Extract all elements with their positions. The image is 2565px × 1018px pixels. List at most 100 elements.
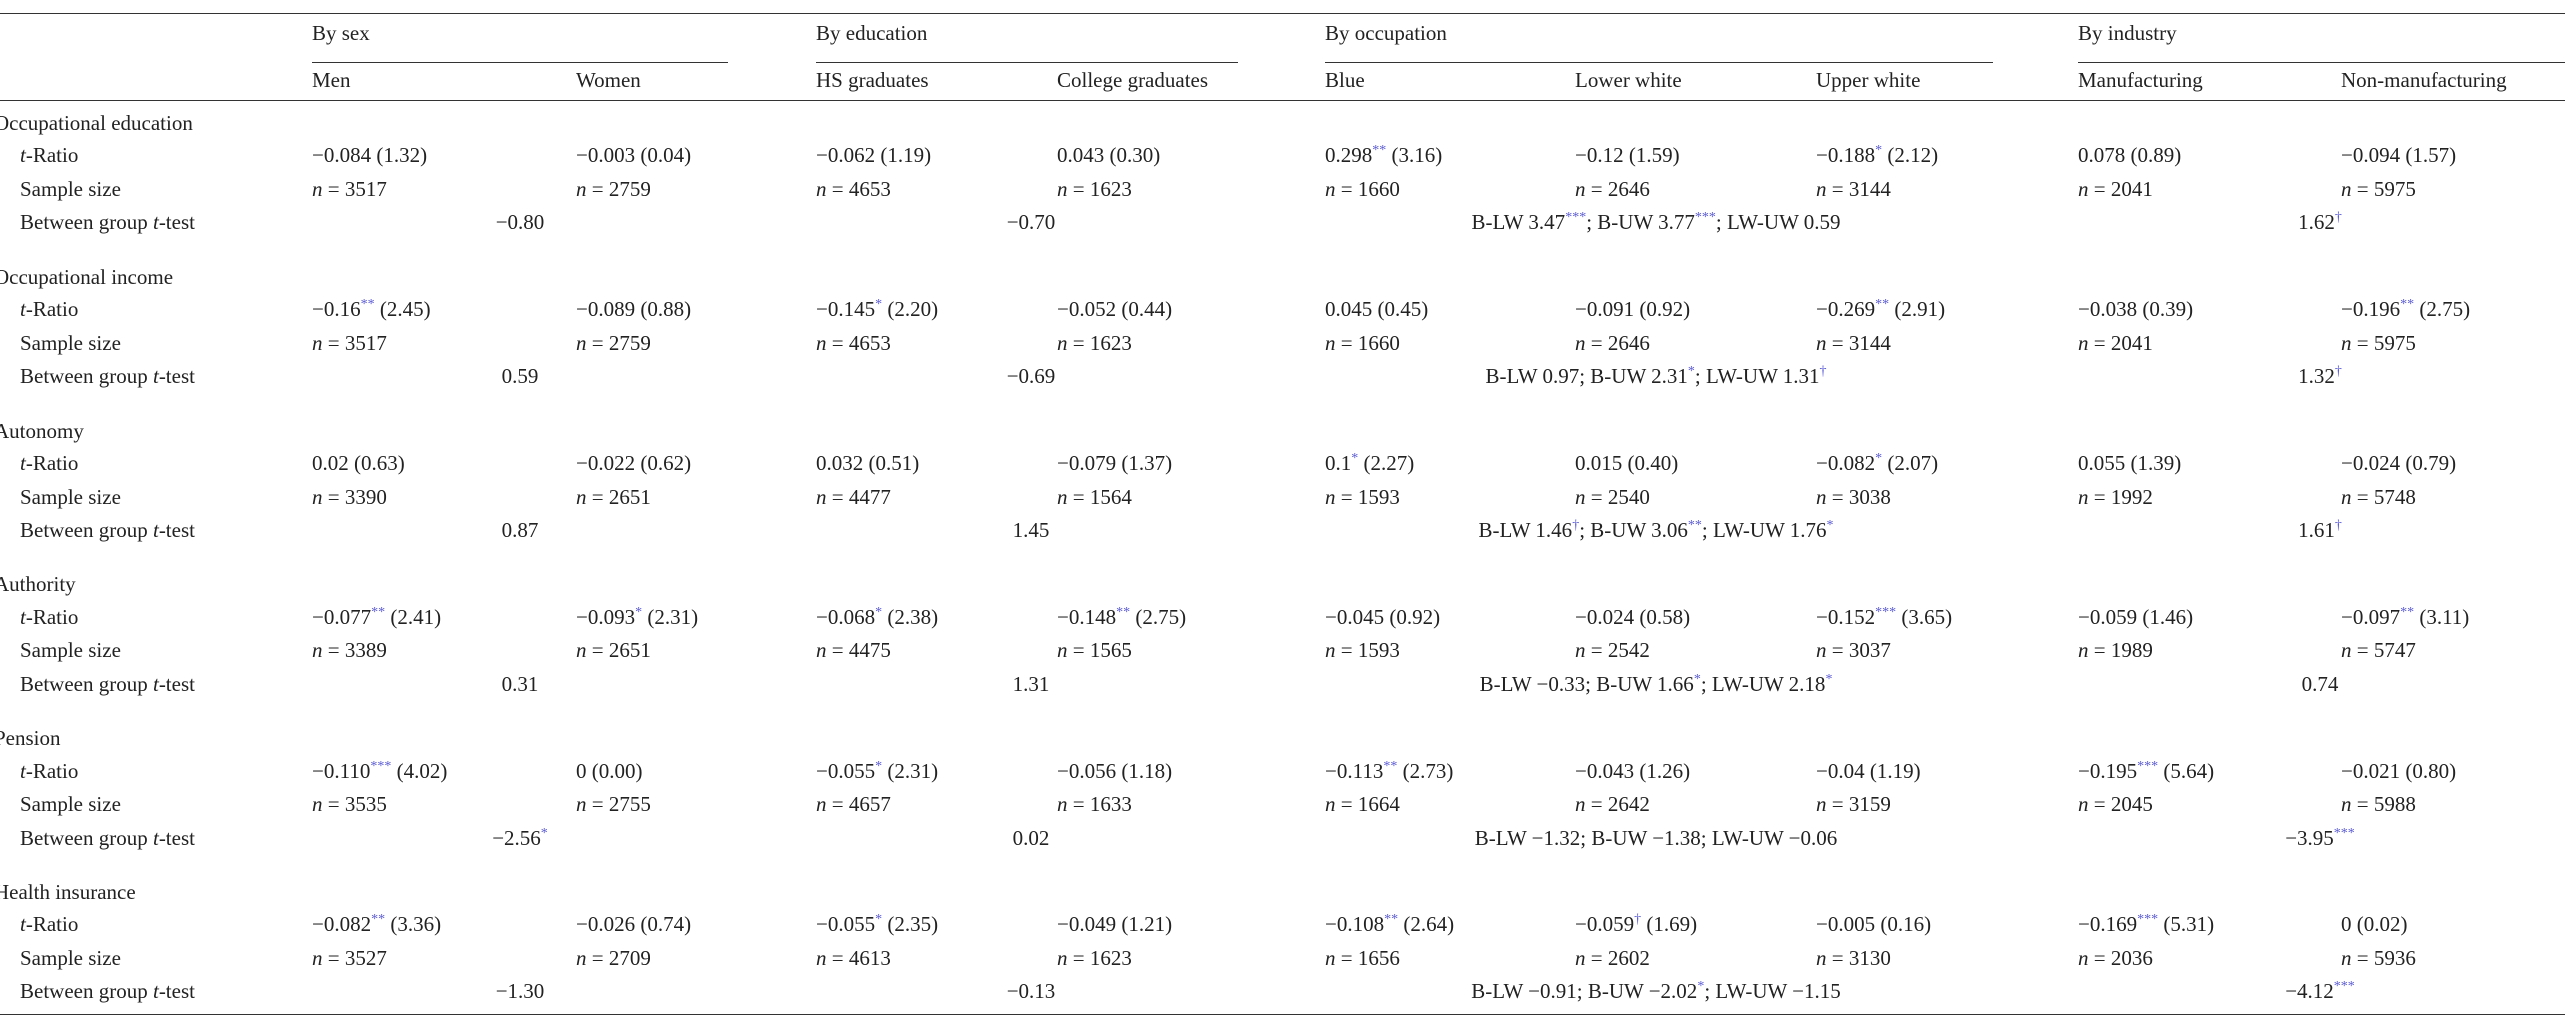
cell-text: 0.02 <box>1012 825 1050 850</box>
header-rule <box>0 100 2565 101</box>
table-cell: −0.021 (0.80) <box>2341 759 2456 783</box>
between-group-cell: −2.56* <box>492 826 548 850</box>
group-header: By sex <box>312 21 370 45</box>
cell-text: (2.38) <box>882 604 939 629</box>
cell-text: = 1660 <box>1335 176 1400 201</box>
significance-mark: ** <box>371 912 386 928</box>
cell-text: = 4657 <box>826 792 891 817</box>
cell-text: 0.298 <box>1325 143 1373 168</box>
cell-text: 0.59 <box>501 364 539 389</box>
between-group-cell: 1.61† <box>2298 518 2342 542</box>
table-cell: n = 3159 <box>1816 792 1891 816</box>
table-cell: −0.062 (1.19) <box>816 143 931 167</box>
italic-symbol: n <box>1057 638 1068 663</box>
cell-text: -test <box>158 979 195 1004</box>
cell-text: -Ratio <box>25 912 79 937</box>
cell-text: −0.056 (1.18) <box>1057 758 1173 783</box>
cell-text: ; LW-UW 1.76 <box>1701 518 1827 542</box>
italic-symbol: n <box>312 945 323 970</box>
italic-symbol: n <box>576 945 587 970</box>
cell-text: −0.045 (0.92) <box>1325 604 1441 629</box>
row-label: Between group t-test <box>20 518 195 542</box>
cell-text: (3.16) <box>1386 143 1443 168</box>
italic-symbol: n <box>816 792 827 817</box>
cell-text: Between group <box>20 210 153 235</box>
table-cell: n = 2041 <box>2078 331 2153 355</box>
table-cell: −0.097** (3.11) <box>2341 605 2469 629</box>
cell-text: −0.021 (0.80) <box>2341 758 2457 783</box>
cell-text: = 1623 <box>1067 176 1132 201</box>
cell-text: 0.078 (0.89) <box>2078 143 2182 168</box>
group-header: By education <box>816 21 928 45</box>
cell-text: (2.73) <box>1397 758 1454 783</box>
cell-text: -test <box>158 518 195 542</box>
table-cell: n = 1656 <box>1325 946 1400 970</box>
italic-symbol: n <box>1575 176 1586 201</box>
italic-symbol: n <box>2341 945 2352 970</box>
cell-text: −0.12 (1.59) <box>1575 143 1680 168</box>
table-cell: −0.055* (2.35) <box>816 912 938 936</box>
between-group-cell: −0.70 <box>1007 210 1056 234</box>
cell-text: (1.69) <box>1641 912 1698 937</box>
cell-text: −0.026 (0.74) <box>576 912 692 937</box>
cell-text: −0.16 <box>312 297 361 322</box>
column-header: Manufacturing <box>2078 68 2203 92</box>
cell-text: −0.80 <box>495 210 545 235</box>
significance-mark: *** <box>2333 979 2355 995</box>
cell-text: −0.084 (1.32) <box>312 143 428 168</box>
cell-text: (3.11) <box>2414 604 2470 629</box>
cell-text: = 2646 <box>1585 330 1650 355</box>
row-label: Sample size <box>20 485 121 509</box>
cell-text: -Ratio <box>25 297 79 322</box>
row-label: Between group t-test <box>20 826 195 850</box>
cell-text: −0.082 <box>1816 451 1876 475</box>
significance-mark: ** <box>2400 297 2415 313</box>
table-cell: n = 1660 <box>1325 177 1400 201</box>
italic-symbol: t <box>20 451 26 475</box>
cell-text: −0.097 <box>2341 604 2401 629</box>
italic-symbol: n <box>1575 945 1586 970</box>
cell-text: = 4475 <box>826 638 891 663</box>
significance-mark: ** <box>1875 297 1890 313</box>
row-label: Sample size <box>20 177 121 201</box>
cell-text: (3.65) <box>1896 604 1953 629</box>
cell-text: ; LW-UW 2.18 <box>1700 671 1826 696</box>
cell-text: = 2542 <box>1585 638 1650 663</box>
cell-text: Sample size <box>20 945 121 970</box>
cell-text: = 2651 <box>586 484 651 509</box>
table-cell: 0.043 (0.30) <box>1057 143 1160 167</box>
section-label: Occupational income <box>0 264 174 289</box>
cell-text: = 1989 <box>2088 638 2153 663</box>
between-group-cell: 1.45 <box>1013 518 1050 542</box>
cell-text: = 3390 <box>322 484 387 509</box>
italic-symbol: n <box>576 176 587 201</box>
table-cell: n = 4475 <box>816 638 891 662</box>
table-cell: −0.108** (2.64) <box>1325 912 1454 936</box>
table-cell: −0.024 (0.79) <box>2341 451 2456 475</box>
cell-text: B-LW 3.47 <box>1471 210 1566 235</box>
cell-text: −0.082 <box>312 912 372 937</box>
italic-symbol: n <box>2078 945 2089 970</box>
between-group-cell: 1.32† <box>2298 364 2342 388</box>
table-cell: −0.043 (1.26) <box>1575 759 1690 783</box>
cell-text: 0.1 <box>1325 451 1352 475</box>
between-group-cell: −1.30 <box>496 979 545 1003</box>
table-cell: 0.055 (1.39) <box>2078 451 2181 475</box>
table-cell: n = 4613 <box>816 946 891 970</box>
significance-mark: * <box>875 758 883 774</box>
cell-text: ; LW-UW 1.31 <box>1694 364 1820 389</box>
significance-mark: *** <box>370 758 392 774</box>
significance-mark: * <box>1875 451 1883 466</box>
cell-text: −0.70 <box>1006 210 1056 235</box>
italic-symbol: t <box>152 518 159 542</box>
table-cell: n = 3517 <box>312 177 387 201</box>
cell-text: Between group <box>20 825 153 850</box>
table-cell: n = 1593 <box>1325 638 1400 662</box>
italic-symbol: n <box>2341 176 2352 201</box>
table-cell: n = 2651 <box>576 638 651 662</box>
cell-text: −0.093 <box>576 604 636 629</box>
between-group-cell: −0.80 <box>496 210 545 234</box>
top-rule <box>0 13 2565 14</box>
significance-mark: † <box>2334 518 2342 533</box>
cell-text: = 3389 <box>322 638 387 663</box>
